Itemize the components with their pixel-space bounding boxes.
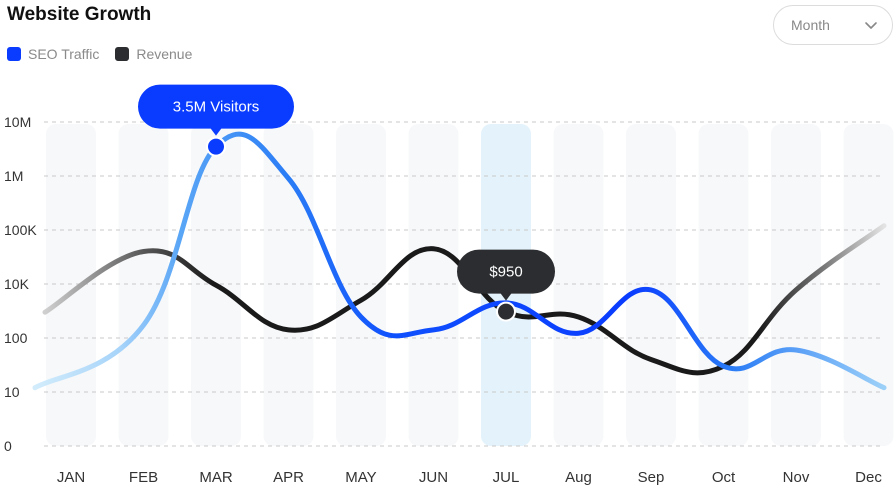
period-select-value: Month: [791, 17, 830, 33]
x-tick-label: Sep: [638, 469, 665, 486]
column-band: [118, 124, 169, 446]
y-tick-label: 10: [4, 384, 20, 400]
column-band: [46, 124, 96, 446]
column-band: [336, 124, 386, 446]
column-band: [263, 124, 314, 446]
legend-swatch-revenue: [115, 47, 130, 61]
y-tick-label: 100: [4, 330, 28, 346]
y-tick-label: 100K: [4, 222, 37, 238]
column-band: [553, 124, 604, 446]
x-tick-label: Oct: [712, 469, 736, 486]
x-tick-label: JUN: [419, 469, 448, 486]
data-point-marker[interactable]: [206, 136, 226, 157]
x-tick-label: MAY: [345, 469, 376, 486]
column-band: [626, 124, 676, 446]
x-tick-label: FEB: [129, 469, 158, 486]
column-band: [771, 124, 821, 446]
series-line-revenue: [42, 223, 887, 376]
legend-label-seo: SEO Traffic: [28, 46, 100, 62]
x-tick-label: Dec: [855, 469, 882, 486]
x-tick-label: Nov: [783, 469, 810, 486]
legend-label-revenue: Revenue: [136, 46, 193, 62]
legend-swatch-seo: [7, 47, 21, 61]
column-band: [408, 124, 459, 446]
tooltip-bubble: [457, 249, 555, 294]
tooltip-revenue: $950: [457, 249, 555, 322]
y-tick-label: 10M: [4, 114, 31, 130]
y-tick-label: 1M: [4, 168, 23, 184]
chevron-down-icon: [865, 22, 877, 29]
legend-item-seo[interactable]: SEO Traffic: [7, 46, 99, 62]
column-band: [698, 124, 749, 446]
period-select[interactable]: Month: [773, 5, 893, 45]
x-tick-label: APR: [273, 469, 304, 486]
tooltip-label: $950: [489, 264, 522, 281]
x-tick-label: MAR: [199, 469, 233, 486]
y-tick-label: 0: [4, 438, 12, 454]
tooltip-bubble: [138, 84, 294, 129]
series-line-seo-traffic: [32, 131, 887, 391]
tooltip-label: 3.5M Visitors: [173, 99, 259, 116]
x-tick-label: Aug: [565, 469, 592, 486]
chart-title: Website Growth: [7, 4, 152, 25]
legend-item-revenue[interactable]: Revenue: [115, 46, 192, 62]
chart-legend: SEO Traffic Revenue: [7, 46, 208, 62]
tooltip-seo-traffic: 3.5M Visitors: [138, 84, 294, 157]
data-point-marker[interactable]: [496, 301, 516, 322]
tooltip-pointer: [210, 127, 222, 136]
y-tick-label: 10K: [4, 276, 30, 292]
column-band: [843, 124, 894, 446]
x-tick-label: JUL: [493, 469, 520, 486]
tooltip-pointer: [500, 292, 512, 301]
x-tick-label: JAN: [57, 469, 85, 486]
